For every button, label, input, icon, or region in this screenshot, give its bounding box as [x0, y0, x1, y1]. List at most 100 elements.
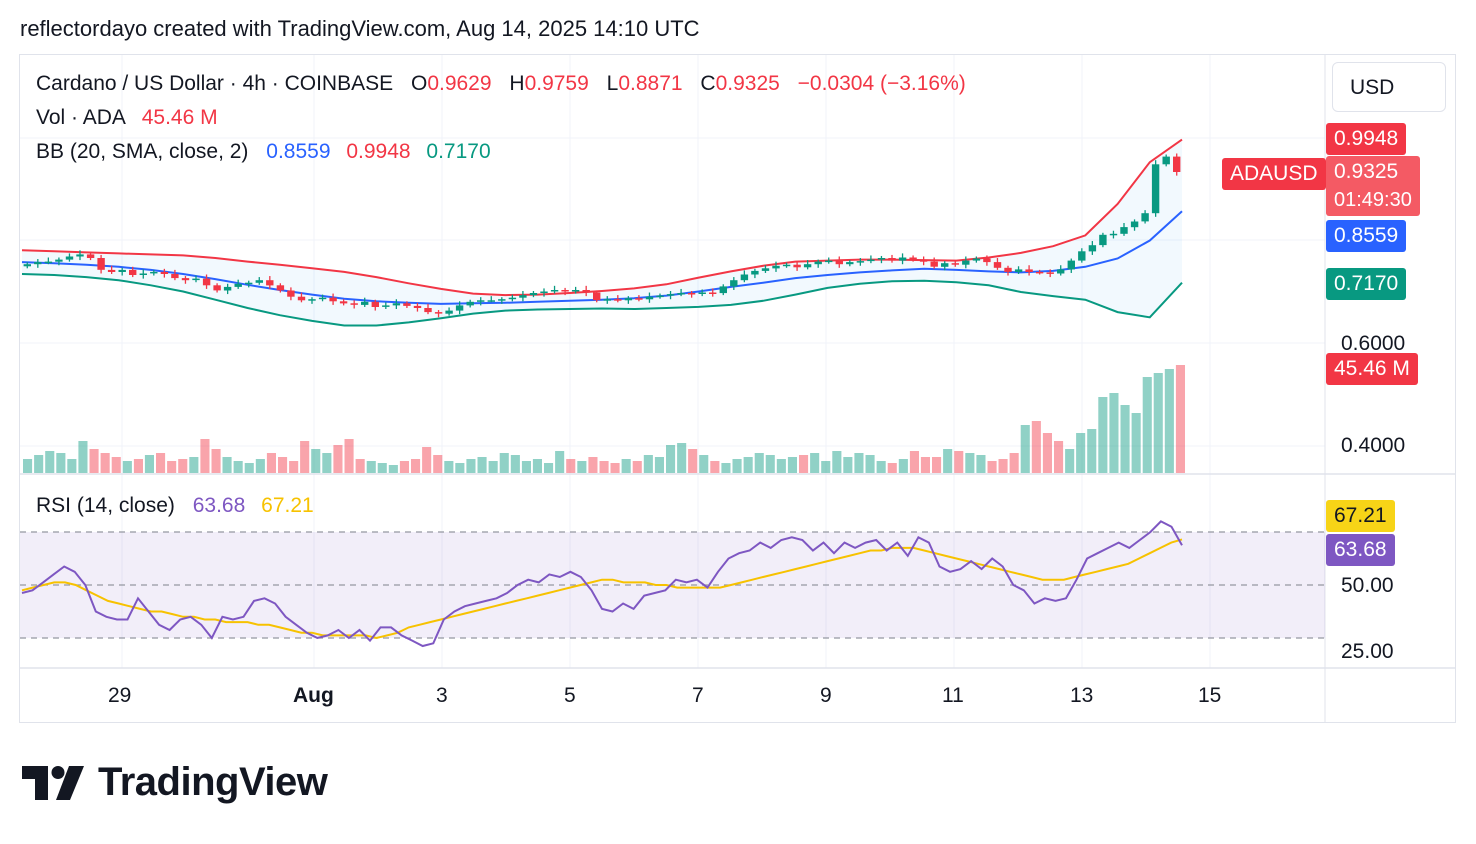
candle-body	[23, 264, 31, 267]
candle-body	[382, 305, 390, 307]
volume-bar	[909, 451, 919, 473]
volume-bar	[732, 459, 742, 473]
volume-bar	[34, 455, 44, 473]
candle-body	[761, 268, 770, 271]
bb-basis-tag: 0.8559	[1326, 220, 1407, 252]
volume-bar	[1065, 449, 1075, 473]
volume-tag: 45.46 M	[1326, 353, 1418, 385]
rsi-value: 63.68	[192, 494, 246, 517]
chart-frame	[19, 54, 1456, 723]
candle-body	[171, 274, 179, 279]
volume-bar	[632, 461, 642, 473]
candle-body	[1130, 221, 1139, 228]
low-label: L	[606, 72, 619, 95]
volume-bar	[1153, 373, 1163, 473]
candle-body	[614, 299, 622, 301]
brand-footer[interactable]: TradingView	[22, 760, 328, 805]
candle-body	[962, 260, 970, 265]
volume-bar	[588, 457, 598, 473]
volume-bar	[521, 461, 531, 473]
volume-bar	[832, 451, 842, 473]
candle-body	[318, 297, 327, 300]
volume-bar	[266, 453, 276, 473]
rsi-pane	[20, 520, 1325, 648]
volume-bar	[111, 457, 121, 473]
candle-body	[97, 258, 105, 270]
candle-body	[308, 299, 316, 301]
candle-body	[1151, 164, 1160, 214]
volume-bar	[932, 457, 942, 473]
volume-bar	[244, 463, 254, 473]
candle-body	[129, 269, 137, 275]
candle-body	[709, 292, 717, 294]
volume-bar	[688, 449, 698, 473]
x-label-13: 13	[1070, 684, 1094, 707]
price-tick-0400: 0.4000	[1341, 434, 1406, 457]
chart-header: reflectordayo created with TradingView.c…	[20, 16, 700, 41]
candle-body	[1120, 227, 1128, 234]
rsi-ma-tag: 67.21	[1326, 500, 1395, 532]
high-value: 0.9759	[524, 72, 589, 95]
candle-body	[582, 290, 590, 293]
volume-bar	[300, 441, 310, 473]
candle-body	[107, 269, 116, 272]
volume-bar	[776, 459, 786, 473]
candle-body	[297, 296, 306, 301]
volume-bar	[765, 455, 775, 473]
volume-bar	[377, 463, 387, 473]
candle-body	[223, 286, 232, 291]
candle-body	[339, 301, 348, 304]
volume-bar	[78, 441, 88, 473]
bb-basis-line	[21, 210, 1183, 305]
candle-body	[508, 297, 517, 300]
bb-lower-value: 0.7170	[426, 140, 491, 163]
bb-lower-tag: 0.7170	[1326, 268, 1407, 300]
volume-bar	[1087, 429, 1097, 473]
candle-body	[803, 264, 812, 268]
candle-body	[192, 278, 200, 281]
volume-bar	[444, 461, 454, 473]
candle-body	[540, 291, 548, 293]
volume-bar	[1042, 433, 1052, 473]
volume-value: 45.46 M	[141, 106, 218, 129]
volume-bar	[954, 451, 964, 473]
volume-bar	[422, 447, 432, 473]
currency-selector[interactable]: USD	[1332, 62, 1446, 112]
volume-bar	[610, 463, 620, 473]
bb-basis-value: 0.8559	[266, 140, 331, 163]
volume-bars	[23, 365, 1185, 473]
rsi-ma-line	[21, 538, 1183, 640]
candle-body	[666, 294, 675, 296]
candle-body	[698, 292, 706, 294]
bb-upper-tag: 0.9948	[1326, 123, 1407, 155]
volume-bar	[510, 455, 520, 473]
volume-bar	[976, 455, 986, 473]
volume-bar	[943, 449, 953, 473]
candle-body	[44, 261, 53, 264]
candle-body	[561, 290, 569, 292]
volume-legend: Vol · ADA 45.46 M	[36, 106, 222, 130]
candle-body	[656, 295, 664, 298]
low-value: 0.8871	[618, 72, 683, 95]
volume-bar	[311, 449, 321, 473]
candle-body	[255, 280, 263, 283]
volume-bar	[876, 461, 886, 473]
x-label-11: 11	[942, 684, 964, 707]
volume-bar	[666, 445, 676, 473]
candle-body	[772, 265, 780, 269]
bb-upper-value: 0.9948	[346, 140, 411, 163]
volume-bar	[621, 459, 631, 473]
candle-body	[835, 260, 843, 265]
candle-body	[793, 264, 801, 268]
candle-body	[403, 303, 411, 306]
candle-body	[1162, 156, 1170, 165]
open-value: 0.9629	[427, 72, 492, 95]
candle-body	[371, 301, 379, 307]
candle-body	[118, 269, 126, 272]
volume-bar	[488, 461, 498, 473]
candle-body	[181, 278, 190, 281]
volume-bar	[721, 463, 731, 473]
volume-bar	[754, 453, 764, 473]
candle-body	[1057, 269, 1065, 274]
